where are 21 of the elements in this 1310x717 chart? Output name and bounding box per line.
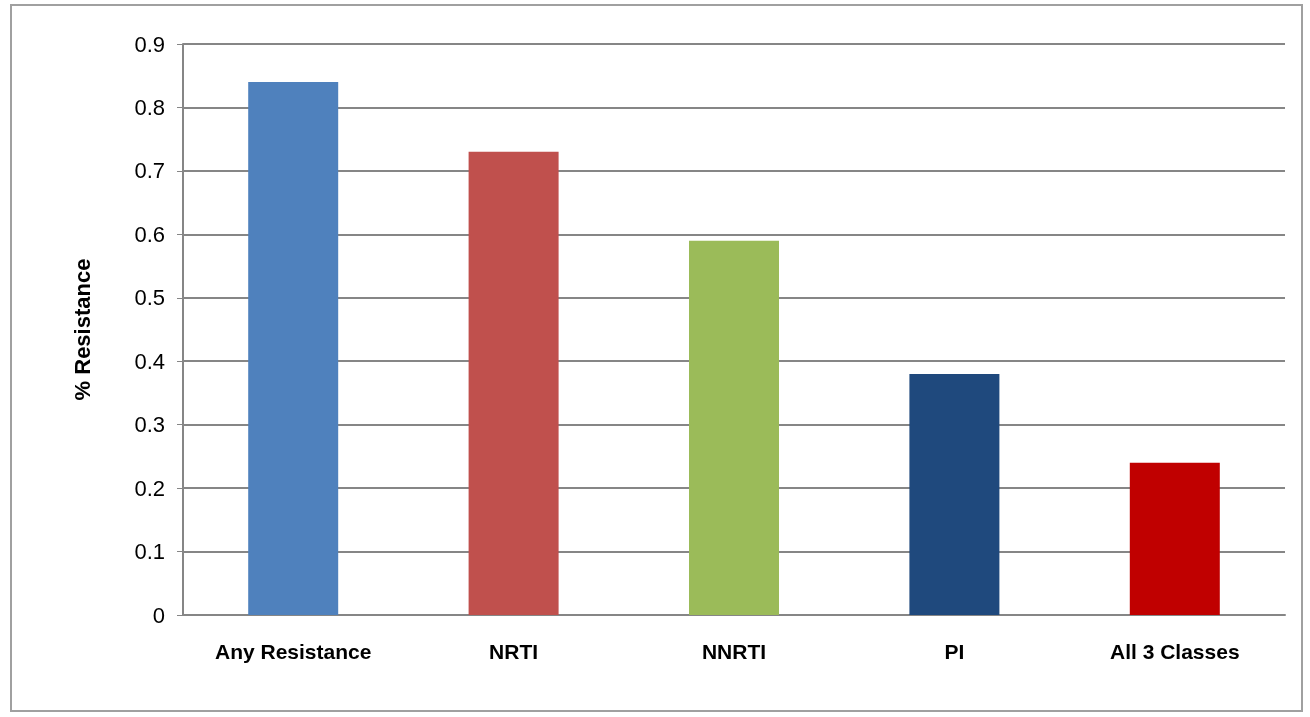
bar — [689, 240, 779, 615]
bar — [248, 82, 339, 615]
y-tick-label: 0.2 — [134, 475, 165, 501]
y-tick-label: 0.4 — [134, 348, 165, 374]
y-tick-label: 0.8 — [134, 94, 165, 120]
y-tick-label: 0 — [152, 602, 165, 628]
bar — [468, 151, 559, 615]
y-tick-label: 0.7 — [134, 158, 165, 184]
bar — [1129, 462, 1220, 615]
y-tick-label: 0.1 — [134, 539, 165, 565]
y-tick-label: 0.3 — [134, 412, 165, 438]
x-tick-label: All 3 Classes — [1110, 640, 1240, 663]
x-tick-label: NNRTI — [701, 640, 767, 663]
x-tick-label: NRTI — [489, 640, 539, 663]
y-axis-title: % Resistance — [69, 258, 95, 401]
y-tick-label: 0.9 — [134, 31, 165, 57]
x-tick-label: PI — [944, 640, 965, 663]
bar — [909, 373, 1000, 615]
y-tick-label: 0.6 — [134, 221, 165, 247]
x-tick-label: Any Resistance — [215, 640, 372, 663]
y-tick-label: 0.5 — [134, 285, 165, 311]
